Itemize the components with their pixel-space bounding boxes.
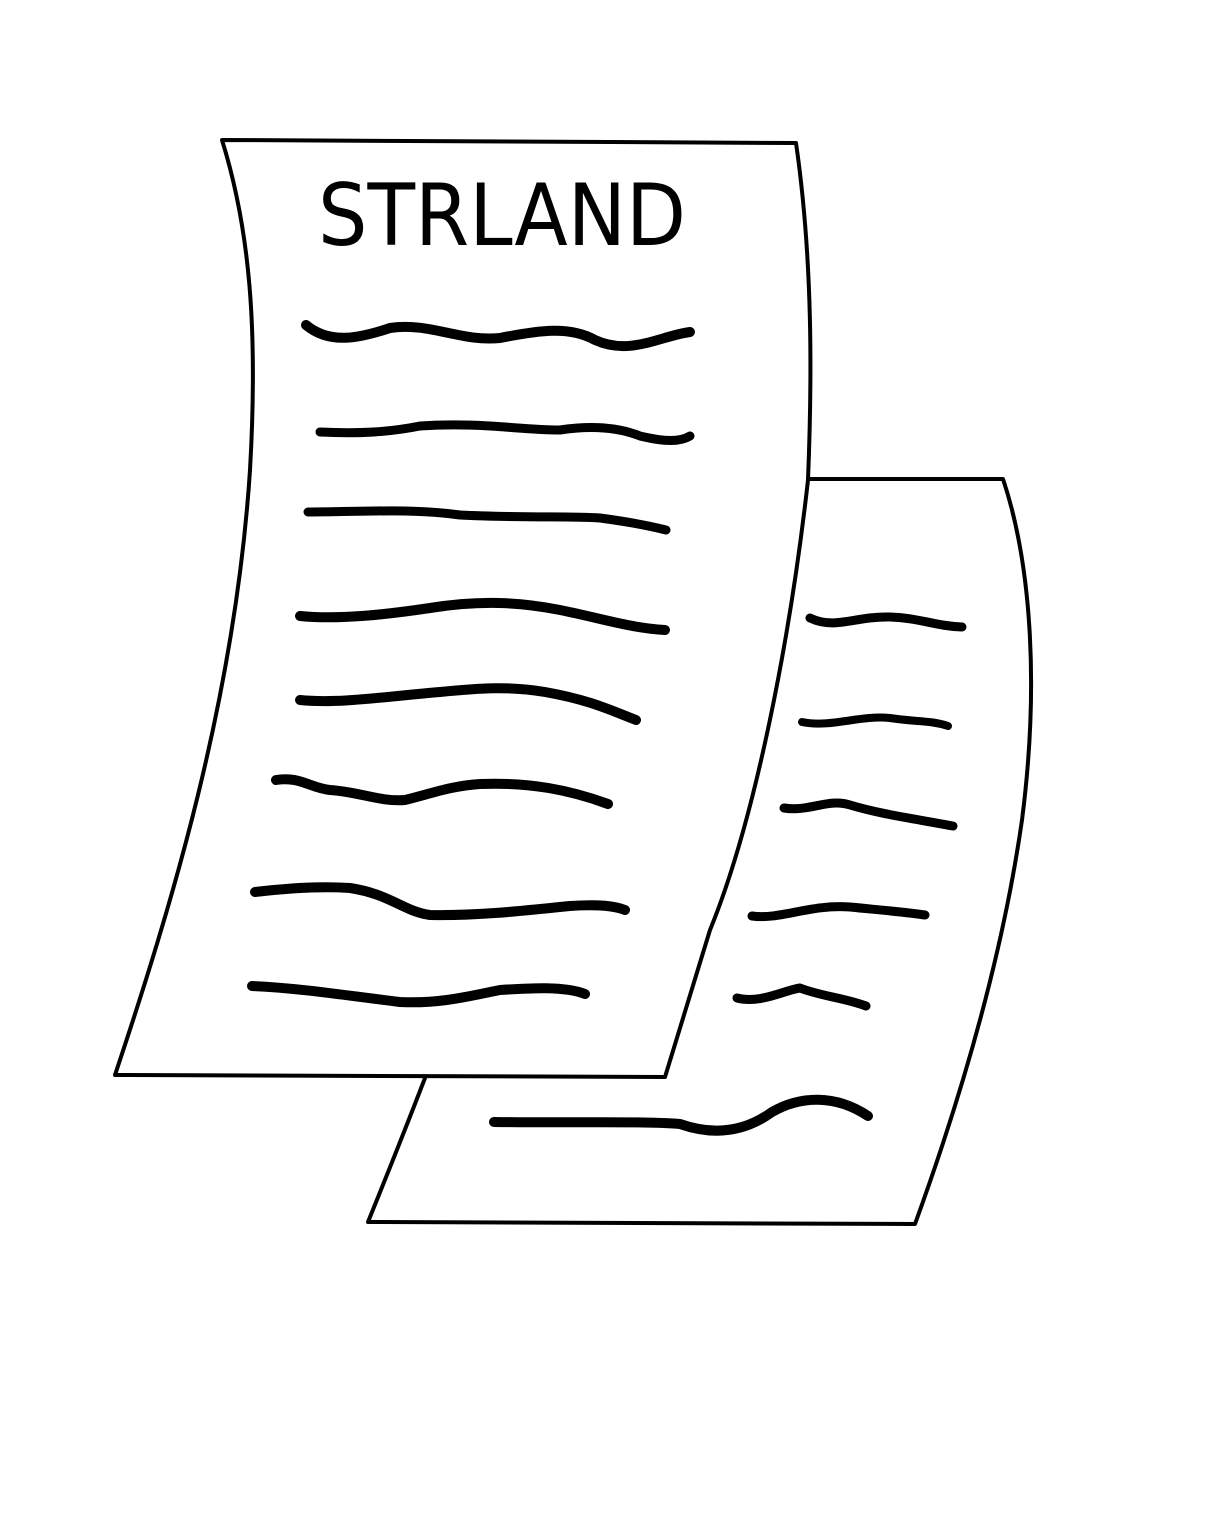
front-text-line: [247, 981, 590, 1008]
back-sheet-text-lines: [489, 612, 967, 1136]
back-text-line: [779, 798, 958, 831]
back-text-line: [798, 713, 952, 730]
back-text-line: [805, 612, 967, 632]
front-sheet-text-lines: [247, 320, 695, 1008]
back-text-line: [732, 983, 871, 1011]
front-text-line: [301, 320, 695, 352]
front-text-line: [271, 774, 613, 809]
front-text-line: [250, 882, 630, 921]
front-document-sheet: STRLAND: [113, 138, 813, 1079]
back-text-line: [489, 1094, 873, 1136]
front-text-line: [295, 683, 641, 725]
document-title: STRLAND: [318, 166, 686, 266]
front-text-line: [303, 506, 671, 535]
front-text-line: [295, 597, 670, 635]
back-text-line: [747, 902, 930, 922]
front-text-line: [315, 420, 695, 445]
